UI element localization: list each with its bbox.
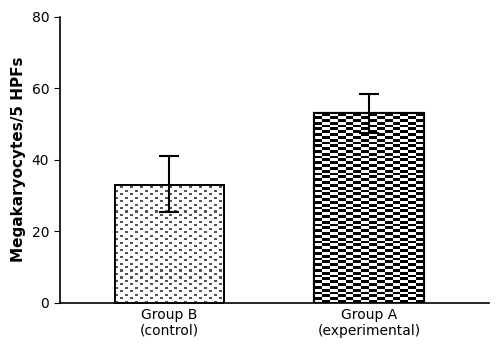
Bar: [314, 113, 424, 303]
Y-axis label: Megakaryocytes/5 HPFs: Megakaryocytes/5 HPFs: [11, 57, 26, 262]
Bar: [114, 185, 224, 303]
Bar: [114, 185, 224, 303]
Bar: [314, 113, 424, 303]
